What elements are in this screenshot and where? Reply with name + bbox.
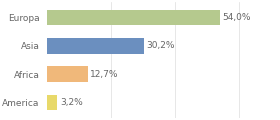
Bar (47, 66, 88, 82)
Text: 54,0%: 54,0% (223, 13, 251, 22)
Text: 3,2%: 3,2% (60, 98, 83, 107)
Bar (47, 10, 220, 25)
Bar (47, 38, 144, 54)
Text: 30,2%: 30,2% (146, 41, 175, 50)
Bar (47, 95, 57, 110)
Text: 12,7%: 12,7% (90, 70, 119, 79)
